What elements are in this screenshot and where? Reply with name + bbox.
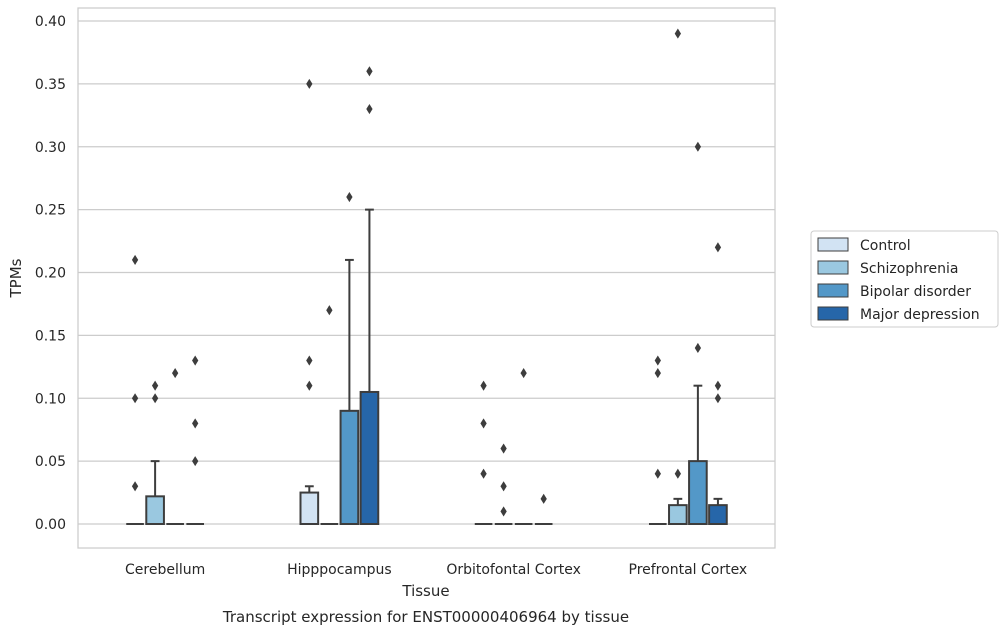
legend-label: Major depression <box>860 307 980 323</box>
outlier-point <box>500 443 507 454</box>
outlier-point <box>674 468 682 479</box>
outlier-point <box>674 28 682 39</box>
y-tick-label: 0.40 <box>35 14 66 30</box>
x-tick-label: Cerebellum <box>125 562 205 578</box>
plot-frame <box>77 7 776 549</box>
legend-swatch <box>817 306 849 321</box>
legend-label: Schizophrenia <box>860 261 958 277</box>
x-tick-label: Hipppocampus <box>287 562 392 578</box>
outlier-point <box>694 342 702 353</box>
outlier-point <box>654 368 661 379</box>
outlier-point <box>346 192 353 203</box>
legend-swatch <box>817 237 849 252</box>
outlier-point <box>480 380 487 391</box>
outlier-point <box>171 368 179 379</box>
y-tick-label: 0.20 <box>35 266 66 282</box>
legend: Control Schizophrenia Bipolar disorder Majo… <box>810 230 999 328</box>
outlier-point <box>654 468 661 479</box>
chart-caption: Transcript expression for ENST0000040696… <box>222 608 629 626</box>
outlier-point <box>192 418 199 429</box>
legend-swatch <box>817 283 849 298</box>
outlier-point <box>306 380 313 391</box>
outlier-point <box>131 481 139 492</box>
box <box>339 409 360 526</box>
y-tick-label: 0.25 <box>35 203 66 219</box>
outlier-point <box>500 506 507 517</box>
outlier-point <box>151 393 159 404</box>
gridlines <box>78 20 775 525</box>
outlier-point <box>306 78 313 89</box>
box <box>688 460 708 525</box>
outlier-point <box>326 305 333 316</box>
legend-label: Control <box>860 238 911 254</box>
outlier-point <box>540 493 547 504</box>
box <box>359 390 380 525</box>
y-tick-label: 0.05 <box>35 454 66 470</box>
outlier-point <box>500 481 507 492</box>
legend-swatch <box>817 260 849 275</box>
outlier-point <box>131 393 139 404</box>
outlier-point <box>480 418 487 429</box>
outlier-point <box>306 355 313 366</box>
outlier-point <box>714 380 722 391</box>
outlier-point <box>366 103 373 115</box>
x-axis-title: Tissue <box>401 582 449 600</box>
box <box>145 495 165 525</box>
y-tick-label: 0.35 <box>35 77 66 93</box>
outlier-point <box>694 141 702 152</box>
y-axis-title: TPMs <box>7 258 25 298</box>
legend-frame <box>810 230 999 328</box>
y-axis-ticks: 0.00 0.05 0.10 0.15 0.20 0.25 0.30 0.35 0.40 <box>35 14 66 533</box>
outlier-point <box>366 66 373 77</box>
outlier-point <box>151 380 159 391</box>
plot-marks <box>126 28 728 526</box>
x-tick-label: Prefrontal Cortex <box>629 562 748 578</box>
outlier-point <box>714 393 722 404</box>
outlier-point <box>192 355 199 366</box>
outlier-point <box>520 368 527 379</box>
outlier-point <box>192 456 199 467</box>
y-tick-label: 0.00 <box>35 517 66 533</box>
outlier-point <box>480 468 487 479</box>
x-axis-ticks: Cerebellum Hipppocampus Orbitofontal Corte… <box>125 562 747 578</box>
outlier-point <box>654 355 661 366</box>
y-tick-label: 0.30 <box>35 140 66 156</box>
x-tick-label: Orbitofontal Cortex <box>446 562 581 578</box>
outlier-point <box>714 242 722 253</box>
box <box>708 504 728 526</box>
y-tick-label: 0.15 <box>35 328 66 344</box>
outlier-point <box>131 254 139 265</box>
legend-label: Bipolar disorder <box>860 284 971 300</box>
box <box>668 504 688 526</box>
y-tick-label: 0.10 <box>35 391 66 407</box>
box <box>299 491 320 525</box>
